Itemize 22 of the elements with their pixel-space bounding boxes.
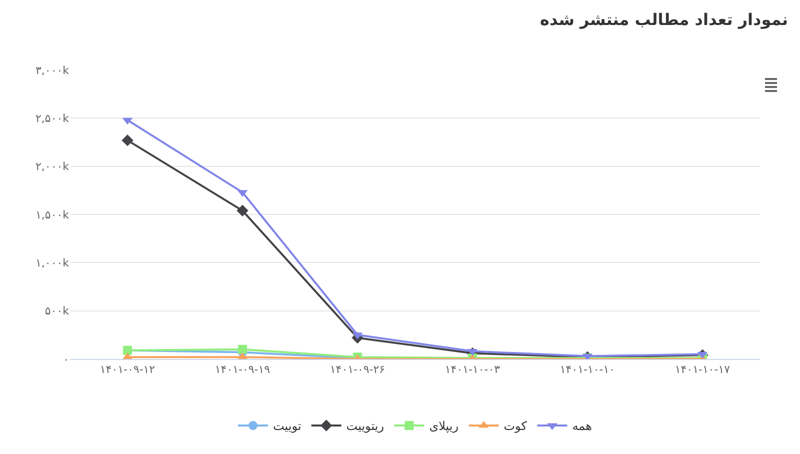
point bbox=[122, 134, 134, 146]
y-tick-label: ۵۰۰k bbox=[44, 304, 70, 318]
y-tick-label: ۲,۵۰۰k bbox=[36, 112, 70, 126]
legend-label: ریپلای bbox=[429, 419, 459, 434]
x-tick-label: ۱۴۰۱-۰۹-۲۶ bbox=[330, 363, 386, 376]
x-tick-label: ۱۴۰۱-۱۰-۱۷ bbox=[674, 363, 730, 376]
point bbox=[236, 204, 248, 216]
y-tick-label: ۱,۵۰۰k bbox=[36, 208, 70, 222]
x-tick-label: ۱۴۰۱-۱۰-۰۳ bbox=[444, 363, 500, 376]
chart-title: نمودار تعداد مطالب منتشر شده bbox=[540, 10, 788, 29]
legend-label: همه bbox=[572, 419, 592, 434]
y-tick-label: ۰ bbox=[63, 352, 69, 366]
legend-label: کوت bbox=[504, 419, 528, 434]
y-tick-label: ۲,۰۰۰k bbox=[36, 160, 70, 174]
point bbox=[238, 344, 247, 354]
legend-label: توییت bbox=[273, 419, 302, 434]
y-tick-label: ۳,۰۰۰k bbox=[36, 64, 70, 77]
x-tick-label: ۱۴۰۱-۰۹-۱۲ bbox=[100, 363, 156, 376]
x-tick-label: ۱۴۰۱-۱۰-۱۰ bbox=[560, 363, 616, 376]
x-tick-label: ۱۴۰۱-۰۹-۱۹ bbox=[214, 363, 270, 376]
y-tick-label: ۱,۰۰۰k bbox=[36, 256, 70, 270]
legend-label: ریتوییت bbox=[346, 419, 384, 434]
